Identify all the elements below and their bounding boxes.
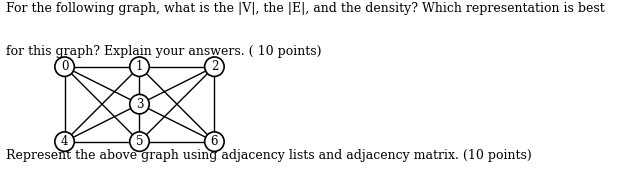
Circle shape [55,57,74,76]
Text: Represent the above graph using adjacency lists and adjacency matrix. (10 points: Represent the above graph using adjacenc… [6,149,532,162]
Text: 6: 6 [210,135,218,148]
Text: For the following graph, what is the |V|, the |E|, and the density? Which repres: For the following graph, what is the |V|… [6,2,605,15]
Circle shape [55,132,74,151]
Circle shape [130,132,149,151]
Circle shape [130,94,149,114]
Text: for this graph? Explain your answers. ( 10 points): for this graph? Explain your answers. ( … [6,45,322,58]
Text: 1: 1 [136,60,143,73]
Text: 0: 0 [61,60,68,73]
Circle shape [205,57,224,76]
Circle shape [130,57,149,76]
Text: 2: 2 [210,60,218,73]
Text: 5: 5 [136,135,143,148]
Circle shape [205,132,224,151]
Text: 3: 3 [136,98,143,111]
Text: 4: 4 [61,135,68,148]
